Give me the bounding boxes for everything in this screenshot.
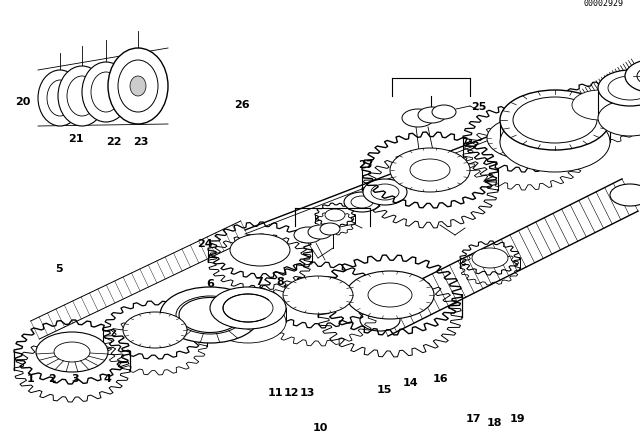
Text: 9: 9	[296, 277, 303, 287]
Text: 8: 8	[276, 277, 284, 287]
Ellipse shape	[58, 66, 106, 126]
Ellipse shape	[472, 248, 508, 268]
Ellipse shape	[432, 105, 456, 119]
Text: 1: 1	[27, 374, 35, 383]
Text: 27: 27	[358, 160, 374, 170]
Ellipse shape	[210, 287, 286, 329]
Ellipse shape	[500, 112, 610, 172]
Ellipse shape	[360, 309, 400, 331]
Ellipse shape	[82, 62, 130, 122]
Ellipse shape	[160, 287, 260, 343]
Text: 22: 22	[106, 138, 122, 147]
Ellipse shape	[487, 117, 563, 159]
Ellipse shape	[123, 312, 187, 348]
Ellipse shape	[130, 76, 146, 96]
Text: 3: 3	[72, 374, 79, 383]
Text: 15: 15	[376, 385, 392, 395]
Text: 17: 17	[466, 414, 481, 424]
Ellipse shape	[108, 48, 168, 124]
Text: 20: 20	[15, 97, 30, 107]
Ellipse shape	[294, 227, 322, 243]
Ellipse shape	[346, 271, 434, 319]
Ellipse shape	[325, 209, 345, 221]
Text: 23: 23	[133, 138, 148, 147]
Ellipse shape	[38, 70, 82, 126]
Text: 2: 2	[49, 374, 56, 383]
Text: 16: 16	[433, 374, 448, 383]
Text: 21: 21	[68, 134, 83, 144]
Text: 6: 6	[206, 280, 214, 289]
Ellipse shape	[625, 59, 640, 93]
Text: 24: 24	[197, 239, 212, 249]
Text: 7: 7	[255, 277, 263, 287]
Ellipse shape	[572, 90, 628, 120]
Text: 5: 5	[55, 264, 63, 274]
Ellipse shape	[598, 70, 640, 106]
Text: 00002929: 00002929	[584, 0, 624, 8]
Ellipse shape	[308, 225, 332, 239]
Text: 13: 13	[300, 388, 315, 398]
Text: 26: 26	[234, 100, 250, 110]
Ellipse shape	[210, 301, 286, 343]
Ellipse shape	[598, 100, 640, 136]
Ellipse shape	[344, 192, 380, 212]
Ellipse shape	[418, 107, 446, 123]
Text: 10: 10	[312, 423, 328, 433]
Text: 14: 14	[403, 378, 419, 388]
Text: 25: 25	[471, 102, 486, 112]
Ellipse shape	[610, 184, 640, 206]
Text: 12: 12	[284, 388, 299, 398]
Ellipse shape	[500, 90, 610, 150]
Ellipse shape	[283, 276, 353, 314]
Ellipse shape	[230, 234, 290, 266]
Text: 4: 4	[104, 374, 111, 383]
Ellipse shape	[478, 251, 502, 265]
Ellipse shape	[36, 332, 108, 372]
Text: 18: 18	[486, 418, 502, 428]
Text: 11: 11	[268, 388, 283, 398]
Ellipse shape	[320, 223, 340, 235]
Ellipse shape	[390, 148, 470, 192]
Ellipse shape	[363, 179, 407, 205]
Ellipse shape	[402, 109, 434, 127]
Text: 19: 19	[509, 414, 525, 424]
